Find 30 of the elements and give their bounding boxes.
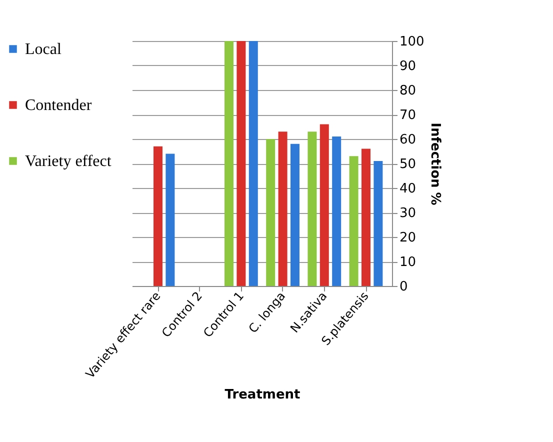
legend-label: Variety effect xyxy=(25,153,112,170)
bar xyxy=(320,124,329,286)
bar xyxy=(236,41,246,286)
y-tick-label: 20 xyxy=(400,230,416,246)
bar xyxy=(154,146,162,286)
y-tick-label: 90 xyxy=(400,59,416,74)
bar xyxy=(362,148,370,286)
bar xyxy=(290,144,300,286)
bar xyxy=(224,41,234,286)
y-axis-title: Infection % xyxy=(427,122,442,206)
bar xyxy=(374,161,383,286)
y-tick-label: 100 xyxy=(400,34,424,50)
y-tick-label: 10 xyxy=(400,255,416,270)
y-tick-label: 40 xyxy=(400,182,416,196)
y-tick-label: 60 xyxy=(400,132,416,148)
bar xyxy=(166,154,175,286)
y-tick-label: 0 xyxy=(400,280,408,294)
y-tick-label: 80 xyxy=(400,84,416,98)
bar xyxy=(278,132,288,286)
bar xyxy=(308,132,317,286)
bar xyxy=(266,139,276,286)
legend-label: Contender xyxy=(25,97,92,114)
x-axis-title: Treatment xyxy=(224,387,300,402)
bar xyxy=(349,156,358,286)
bar xyxy=(248,41,258,286)
legend-label: Local xyxy=(25,41,62,58)
y-tick-label: 50 xyxy=(400,157,416,172)
y-tick-label: 30 xyxy=(400,206,416,221)
bar xyxy=(332,136,342,286)
y-tick-label: 70 xyxy=(400,108,416,123)
